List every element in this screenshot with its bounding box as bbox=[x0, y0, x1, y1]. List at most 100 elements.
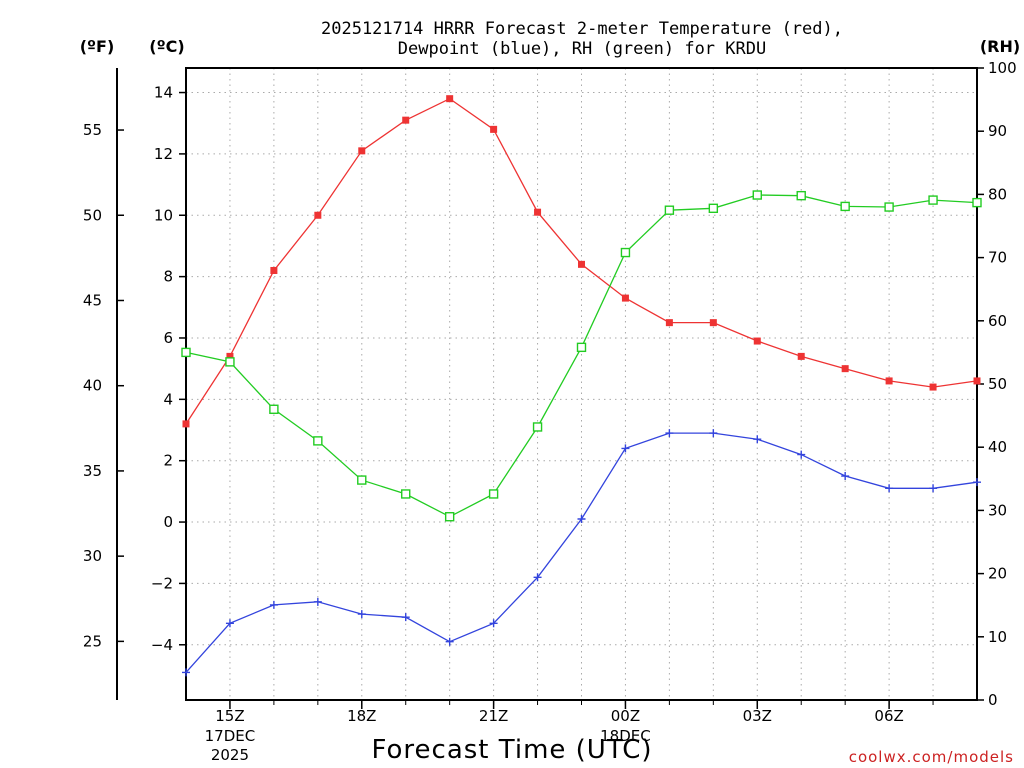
2-meter-temperature-point bbox=[314, 211, 322, 219]
x-tick-label: 15Z bbox=[215, 707, 244, 725]
rh-point bbox=[225, 357, 235, 367]
celsius-tick-label: 2 bbox=[163, 452, 173, 470]
rh-tick-label: 40 bbox=[988, 438, 1007, 456]
2-meter-temperature-point bbox=[885, 377, 893, 385]
celsius-tick-label: −4 bbox=[151, 636, 173, 654]
year-label: 2025 bbox=[211, 746, 249, 764]
celsius-tick-label: 0 bbox=[163, 513, 173, 531]
x-tick-label: 18Z bbox=[347, 707, 376, 725]
celsius-tick-label: 6 bbox=[163, 329, 173, 347]
dewpoint-point bbox=[401, 613, 410, 622]
2-meter-temperature-point bbox=[665, 319, 673, 327]
fahrenheit-tick-label: 25 bbox=[83, 632, 102, 650]
rh-point bbox=[708, 203, 719, 214]
x-axis-title: Forecast Time (UTC) bbox=[371, 735, 652, 765]
rh-point bbox=[313, 436, 323, 446]
fahrenheit-tick-label: 45 bbox=[83, 291, 102, 309]
2-meter-temperature-point bbox=[270, 266, 278, 274]
dewpoint-point bbox=[357, 610, 366, 619]
fahrenheit-tick-label: 55 bbox=[83, 121, 102, 139]
x-tick-label: 06Z bbox=[874, 707, 903, 725]
celsius-tick-label: −2 bbox=[151, 574, 173, 592]
2-meter-temperature-point bbox=[709, 319, 717, 327]
dewpoint-point bbox=[929, 484, 938, 493]
dewpoint-point bbox=[885, 484, 894, 493]
date-label: 17DEC bbox=[205, 727, 256, 745]
rh-point bbox=[401, 489, 411, 499]
dewpoint-point bbox=[182, 668, 190, 677]
date-label: 18DEC bbox=[600, 727, 651, 745]
rh-tick-label: 60 bbox=[988, 312, 1007, 330]
2-meter-temperature-point bbox=[578, 260, 585, 268]
celsius-tick-label: 8 bbox=[163, 268, 173, 286]
rh-tick-label: 0 bbox=[988, 691, 998, 709]
rh-tick-label: 10 bbox=[988, 628, 1007, 646]
2-meter-temperature-point bbox=[929, 383, 937, 391]
dewpoint-point bbox=[313, 597, 322, 606]
dewpoint-point bbox=[533, 573, 542, 582]
rh-point bbox=[664, 205, 675, 215]
celsius-tick-label: 14 bbox=[154, 84, 173, 102]
rh-point bbox=[884, 202, 894, 212]
rh-point bbox=[444, 512, 455, 522]
2-meter-temperature-point bbox=[182, 420, 190, 428]
axes bbox=[116, 67, 984, 709]
dewpoint-point bbox=[225, 619, 234, 628]
rh-point bbox=[972, 197, 982, 208]
rh-point bbox=[269, 404, 279, 414]
rh-point bbox=[928, 195, 938, 205]
site-credit: coolwx.com/models bbox=[849, 748, 1014, 766]
rh-unit-label: (RH) bbox=[980, 37, 1020, 56]
rh-point bbox=[532, 422, 543, 432]
rh-point bbox=[620, 247, 631, 258]
rh-point bbox=[357, 475, 367, 485]
dewpoint-point bbox=[753, 435, 762, 444]
2-meter-temperature-point bbox=[402, 116, 410, 124]
x-tick-label: 03Z bbox=[743, 707, 772, 725]
fahrenheit-tick-label: 35 bbox=[83, 462, 102, 480]
2-meter-temperature-point bbox=[973, 377, 981, 385]
rh-tick-label: 80 bbox=[988, 185, 1007, 203]
dewpoint-point bbox=[797, 450, 806, 459]
2-meter-temperature-point bbox=[797, 352, 805, 360]
chart-title-line-1: 2025121714 HRRR Forecast 2-meter Tempera… bbox=[321, 19, 843, 39]
celsius-tick-label: 12 bbox=[154, 145, 173, 163]
rh-point bbox=[796, 190, 806, 201]
fahrenheit-unit-label: (ºF) bbox=[80, 37, 115, 56]
dewpoint-point bbox=[445, 637, 454, 646]
dewpoint-point bbox=[709, 429, 718, 438]
dewpoint-point bbox=[489, 619, 498, 628]
rh-point bbox=[488, 489, 499, 499]
rh-tick-label: 20 bbox=[988, 565, 1007, 583]
fahrenheit-tick-label: 30 bbox=[83, 547, 102, 565]
dewpoint-point bbox=[665, 429, 674, 438]
celsius-tick-label: 4 bbox=[163, 390, 173, 408]
rh-point bbox=[576, 342, 587, 353]
celsius-unit-label: (ºC) bbox=[149, 37, 184, 56]
dewpoint-point bbox=[841, 472, 850, 481]
rh-tick-label: 70 bbox=[988, 249, 1007, 267]
data-series bbox=[181, 95, 982, 677]
2-meter-temperature-point bbox=[621, 294, 629, 302]
rh-point bbox=[181, 347, 191, 358]
dewpoint-point bbox=[577, 514, 586, 523]
dewpoint-point bbox=[973, 478, 981, 487]
dewpoint-point bbox=[269, 600, 278, 609]
x-tick-label: 21Z bbox=[479, 707, 508, 725]
axis-labels: −4 −2 0 2 4 6 8 10 12 14 25 30 35 40 45 50 55 0 10 20 30 40 50… bbox=[83, 59, 1017, 764]
chart-title-line-2: Dewpoint (blue), RH (green) for KRDU bbox=[398, 39, 766, 59]
fahrenheit-tick-label: 40 bbox=[83, 377, 102, 395]
2-meter-temperature-point bbox=[358, 147, 366, 155]
rh-line bbox=[185, 194, 978, 518]
rh-tick-label: 50 bbox=[988, 375, 1007, 393]
rh-tick-label: 100 bbox=[988, 59, 1017, 77]
x-tick-label: 00Z bbox=[611, 707, 640, 725]
celsius-tick-label: 10 bbox=[154, 206, 173, 224]
2-meter-temperature-point bbox=[753, 337, 761, 345]
2-meter-temperature-point bbox=[490, 125, 498, 133]
rh-point bbox=[840, 201, 850, 212]
grid-lines bbox=[186, 68, 977, 700]
2-meter-temperature-point bbox=[534, 208, 542, 216]
2-meter-temperature-point bbox=[446, 95, 454, 103]
